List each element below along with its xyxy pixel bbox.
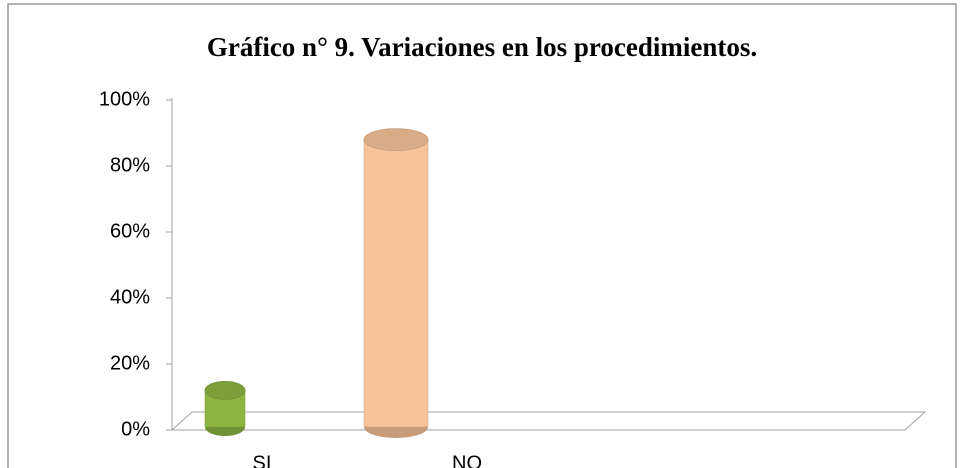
y-tick-label: 20% (110, 352, 150, 374)
y-tick-label: 60% (110, 220, 150, 242)
x-tick-label: NO (452, 452, 482, 468)
y-tick-label: 80% (110, 154, 150, 176)
floor (170, 411, 927, 431)
bar-top (363, 128, 429, 152)
x-tick-label: SI (253, 452, 272, 468)
y-tick-label: 0% (121, 418, 150, 440)
y-tick-label: 40% (110, 286, 150, 308)
chart-title: Gráfico n° 9. Variaciones en los procedi… (207, 32, 757, 62)
y-tick-label: 100% (99, 88, 150, 110)
bar-top (204, 380, 246, 400)
bar (363, 139, 429, 428)
chart-frame (7, 3, 957, 468)
